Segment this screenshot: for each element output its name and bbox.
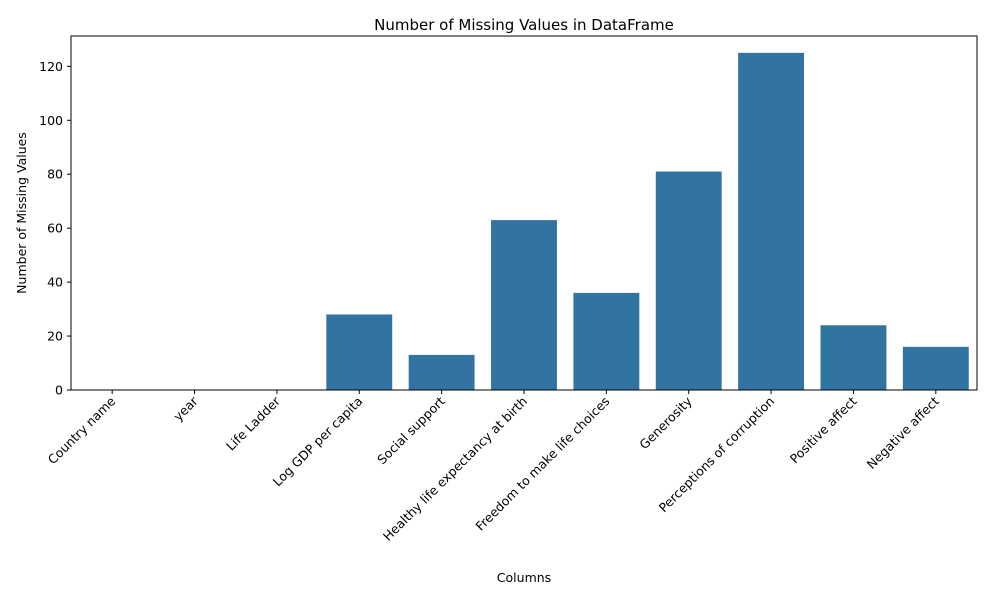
y-tick-label: 100 <box>39 113 63 128</box>
y-axis: 0 20 40 60 80 100 120 <box>39 59 71 398</box>
bar-generosity <box>655 171 722 390</box>
bar-negative-affect <box>902 346 969 390</box>
plot-area-frame <box>70 35 978 391</box>
bar-social-support <box>408 354 475 390</box>
y-tick-label: 60 <box>47 221 63 236</box>
bar-perceptions-of-corruption <box>738 52 805 391</box>
y-axis-title: Number of Missing Values <box>14 132 29 294</box>
chart-title: Number of Missing Values in DataFrame <box>374 16 674 34</box>
bars-group <box>326 52 969 391</box>
bar-positive-affect <box>820 325 887 390</box>
y-tick-label: 40 <box>47 275 63 290</box>
y-tick-label: 0 <box>55 383 63 398</box>
bar-freedom-to-make-life-choices <box>573 292 640 390</box>
y-tick-label: 80 <box>47 167 63 182</box>
y-tick-label: 120 <box>39 59 63 74</box>
bar-log-gdp-per-capita <box>326 314 393 390</box>
bar-healthy-life-expectancy-at-birth <box>491 220 557 390</box>
x-axis-title: Columns <box>497 570 551 585</box>
y-tick-label: 20 <box>47 329 63 344</box>
